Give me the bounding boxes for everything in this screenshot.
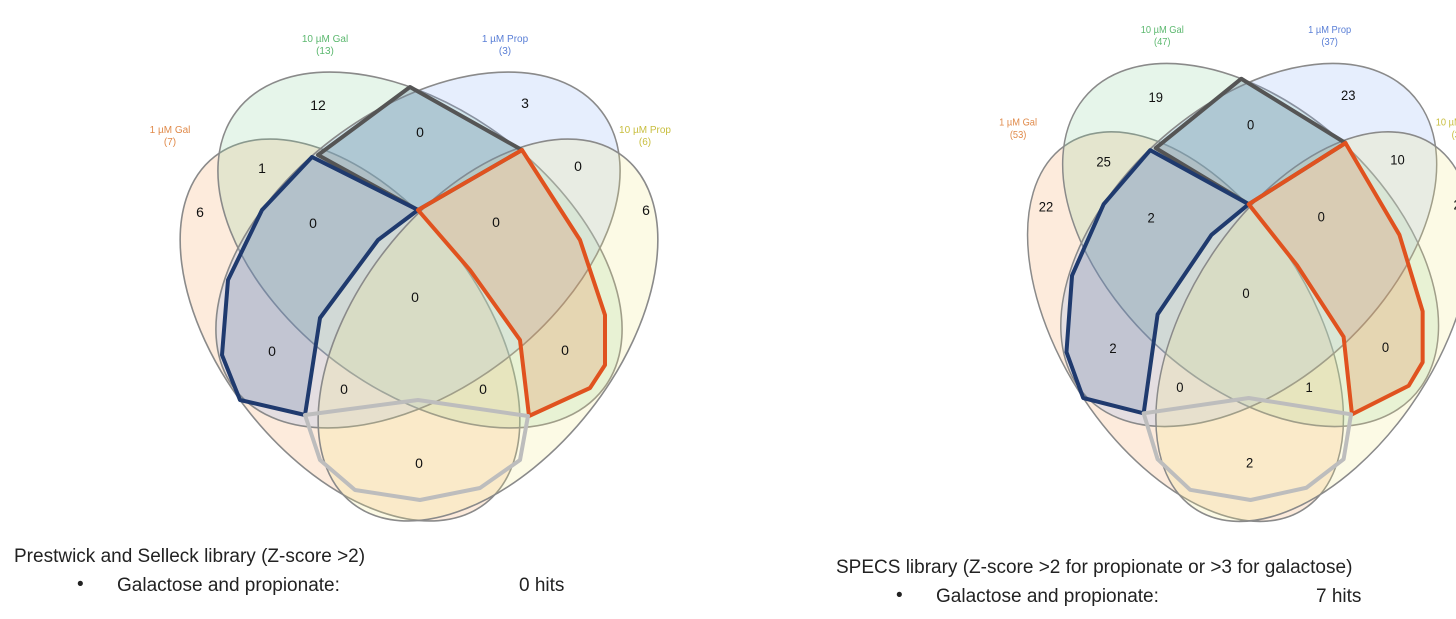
region-count: 1 xyxy=(1306,379,1313,395)
outline-gal-combined xyxy=(1066,150,1248,413)
region-count: 10 xyxy=(1390,152,1405,168)
caption-right: SPECS library (Z-score >2 for propionate… xyxy=(836,557,1353,578)
set-label-count: (47) xyxy=(1154,37,1171,48)
region-count: 0 xyxy=(309,215,317,231)
outline-gal1-prop10 xyxy=(305,400,528,500)
region-count: 0 xyxy=(1382,340,1390,356)
shade-prop-combined xyxy=(1248,143,1423,415)
set-label-count: (6) xyxy=(639,137,651,148)
bullet-left-value: 0 hits xyxy=(519,575,565,596)
set-label-name: 10 µM Gal xyxy=(1141,24,1184,35)
region-count: 19 xyxy=(1148,90,1162,106)
region-count: 0 xyxy=(1247,117,1255,133)
region-count: 6 xyxy=(642,202,650,218)
set-ellipse-10uM-prop xyxy=(317,138,659,522)
region-count: 6 xyxy=(196,204,204,220)
region-count: 12 xyxy=(310,97,326,113)
bullet-icon: • xyxy=(896,585,903,606)
set-label-count: (7) xyxy=(164,137,176,148)
bullet-right-label: Galactose and propionate: xyxy=(936,586,1159,607)
bullet-left-label: Galactose and propionate: xyxy=(117,575,340,596)
set-label-count: (13) xyxy=(316,46,334,57)
region-count: 0 xyxy=(411,289,419,305)
set-label-count: (35) xyxy=(1452,130,1456,141)
set-label-count: (53) xyxy=(1010,130,1027,141)
region-count: 0 xyxy=(268,343,276,359)
outline-prop-combined xyxy=(1249,143,1423,414)
outline-prop-combined xyxy=(418,150,605,416)
region-count: 0 xyxy=(492,214,500,230)
outline-gal-combined xyxy=(222,157,418,415)
region-count: 23 xyxy=(1341,88,1355,104)
region-count: 0 xyxy=(340,381,348,397)
caption-left: Prestwick and Selleck library (Z-score >… xyxy=(14,546,366,567)
set-label-name: 10 µM Prop xyxy=(619,125,671,136)
set-label-name: 10 µM Gal xyxy=(302,34,348,45)
outline-gal1-prop10 xyxy=(1144,398,1351,500)
region-count: 0 xyxy=(1318,209,1326,225)
shade-prop-combined xyxy=(418,150,605,416)
venn-diagram-left: 1 µM Gal(7) 10 µM Gal(13) 1 µM Prop(3) 10 µ… xyxy=(150,34,671,522)
set-label-count: (3) xyxy=(499,46,511,57)
region-count: 0 xyxy=(561,342,569,358)
region-count: 0 xyxy=(416,124,424,140)
region-count: 0 xyxy=(415,455,423,471)
region-count: 2 xyxy=(1109,341,1116,357)
region-count: 3 xyxy=(521,95,529,111)
bullet-icon: • xyxy=(77,574,84,595)
shade-gal-combined xyxy=(1066,150,1249,414)
venn-diagram-right: 1 µM Gal(53)10 µM Gal(47)1 µM Prop(37)10… xyxy=(999,24,1456,523)
set-label-name: 1 µM Prop xyxy=(1308,24,1352,35)
set-label-name: 1 µM Gal xyxy=(999,117,1037,128)
region-count: 0 xyxy=(574,158,582,174)
region-count: 25 xyxy=(1096,154,1111,170)
bullet-right-value: 7 hits xyxy=(1316,586,1362,607)
region-count: 2 xyxy=(1147,210,1154,226)
set-label-name: 10 µM Prop xyxy=(1436,117,1456,128)
region-count: 22 xyxy=(1454,197,1456,213)
region-count: 2 xyxy=(1246,455,1253,471)
region-count: 0 xyxy=(1242,285,1250,301)
set-label-name: 1 µM Prop xyxy=(482,34,529,45)
region-count: 1 xyxy=(258,160,266,176)
region-count: 0 xyxy=(479,381,487,397)
set-label-name: 1 µM Gal xyxy=(150,125,191,136)
set-ellipse-10uM-prop xyxy=(1155,131,1456,523)
set-label-count: (37) xyxy=(1321,37,1338,48)
region-count: 0 xyxy=(1176,379,1184,395)
region-count: 22 xyxy=(1039,199,1053,215)
shade-gal-combined xyxy=(222,157,418,415)
